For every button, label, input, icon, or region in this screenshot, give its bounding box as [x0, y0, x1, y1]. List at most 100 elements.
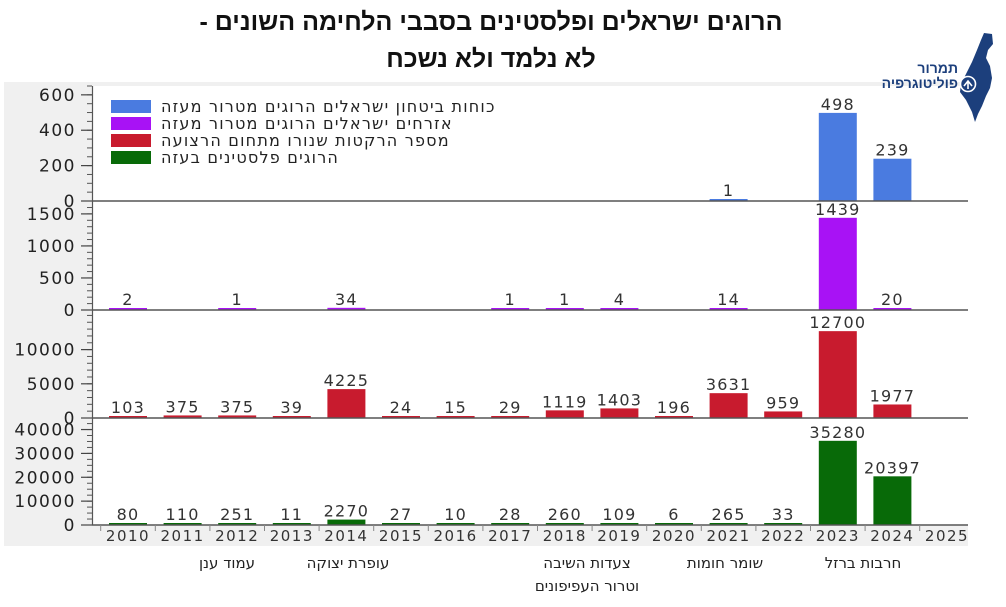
bar-palestinian-deaths-2011 — [163, 523, 202, 525]
bar-rockets-2021 — [709, 393, 748, 418]
y-tick-label-israeli-civilians: 1000 — [27, 237, 76, 257]
operation-label-text: עמוד ענן — [198, 554, 256, 572]
data-label-israeli-civilians-2018: 1 — [559, 290, 570, 309]
bar-rockets-2024 — [873, 404, 912, 418]
x-tick-label-2016: 2016 — [434, 527, 478, 545]
data-label-rockets-2019: 1403 — [597, 390, 643, 409]
y-tick-label-rockets: 10000 — [14, 341, 76, 361]
operation-label-text: עופרת יצוקה — [306, 554, 390, 572]
legend: כוחות ביטחון ישראלים הרוגים מטרור מעזה א… — [111, 98, 496, 166]
road-sign-arrow-icon — [963, 79, 973, 89]
bar-palestinian-deaths-2023 — [818, 440, 857, 525]
data-label-rockets-2023: 12700 — [809, 313, 866, 332]
x-tick-label-2024: 2024 — [870, 527, 914, 545]
operation-label-text: שומר חומות — [686, 554, 764, 572]
y-tick-label-palestinian-deaths: 0 — [64, 516, 76, 536]
bar-israeli-civilians-2018 — [545, 308, 584, 310]
x-tick-label-2019: 2019 — [597, 527, 641, 545]
data-label-palestinian-deaths-2011: 110 — [166, 505, 200, 524]
data-label-israeli-civilians-2017: 1 — [505, 290, 516, 309]
data-label-rockets-2010: 103 — [111, 398, 145, 417]
legend-swatch-palestinian-deaths — [111, 151, 151, 164]
operation-label-text: צעדות השיבה — [543, 554, 631, 572]
data-label-rockets-2011: 375 — [166, 397, 200, 416]
bar-rockets-2011 — [163, 415, 202, 418]
data-label-israeli-civilians-2012: 1 — [232, 290, 243, 309]
data-label-palestinian-deaths-2012: 251 — [220, 505, 254, 524]
y-tick-label-palestinian-deaths: 30000 — [14, 444, 76, 464]
operation-label-text: וטרור העפיפונים — [534, 577, 640, 595]
bar-palestinian-deaths-2010 — [109, 523, 147, 525]
israel-map-icon — [959, 33, 993, 122]
data-label-rockets-2017: 29 — [499, 398, 522, 417]
data-label-israeli-civilians-2010: 2 — [122, 290, 133, 309]
bar-palestinian-deaths-2021 — [709, 523, 748, 525]
x-tick-label-2022: 2022 — [761, 527, 805, 545]
data-label-rockets-2012: 375 — [220, 397, 254, 416]
x-tick-label-2010: 2010 — [106, 527, 150, 545]
x-tick-label-2012: 2012 — [215, 527, 259, 545]
legend-item-palestinian-deaths: הרוגים פלסטינים בעזה — [111, 149, 496, 166]
bar-security-forces-2024 — [873, 158, 912, 201]
bar-rockets-2018 — [545, 410, 584, 418]
data-label-palestinian-deaths-2015: 27 — [390, 505, 413, 524]
legend-item-israeli-civilians: אזרחים ישראלים הרוגים מטרור מעזה — [111, 115, 496, 132]
bar-rockets-2013 — [272, 416, 311, 418]
data-label-security-forces-2023: 498 — [821, 95, 855, 114]
title-line-1: הרוגים ישראלים ופלסטינים בסבבי הלחימה הש… — [199, 8, 783, 36]
operation-label: שומר חומות — [687, 552, 763, 575]
x-tick-label-2011: 2011 — [161, 527, 205, 545]
data-label-palestinian-deaths-2024: 20397 — [864, 458, 921, 477]
operation-label-text: חרבות ברזל — [824, 554, 902, 572]
y-tick-label-security-forces: 200 — [39, 157, 76, 177]
legend-swatch-israeli-civilians — [111, 117, 151, 130]
title-line-2: לא נלמד ולא נשכח — [386, 45, 596, 73]
bar-palestinian-deaths-2020 — [655, 523, 693, 525]
bar-israeli-civilians-2019 — [600, 308, 639, 310]
data-label-palestinian-deaths-2018: 260 — [548, 505, 582, 524]
y-tick-label-israeli-civilians: 500 — [39, 269, 76, 289]
bar-rockets-2012 — [218, 415, 257, 418]
data-label-israeli-civilians-2021: 14 — [717, 290, 740, 309]
y-tick-label-security-forces: 400 — [39, 121, 76, 141]
x-tick-label-2015: 2015 — [379, 527, 423, 545]
data-label-rockets-2021: 3631 — [706, 375, 752, 394]
bar-israeli-civilians-2024 — [873, 308, 912, 310]
y-tick-label-rockets: 0 — [64, 409, 76, 429]
data-label-rockets-2020: 196 — [657, 398, 691, 417]
data-label-security-forces-2021: 1 — [723, 181, 734, 200]
legend-label-palestinian-deaths: הרוגים פלסטינים בעזה — [161, 148, 340, 167]
bar-rockets-2016 — [436, 416, 475, 418]
bar-rockets-2010 — [109, 416, 147, 418]
bar-palestinian-deaths-2022 — [764, 523, 803, 525]
legend-swatch-security-forces — [111, 100, 151, 113]
bar-palestinian-deaths-2012 — [218, 523, 257, 525]
data-label-palestinian-deaths-2010: 80 — [117, 505, 140, 524]
bar-palestinian-deaths-2019 — [600, 523, 639, 525]
y-tick-label-israeli-civilians: 1500 — [27, 205, 76, 225]
legend-item-rockets: מספר הרקטות שנורו מתחום הרצועה — [111, 132, 496, 149]
data-label-rockets-2013: 39 — [280, 398, 303, 417]
x-tick-label-2018: 2018 — [543, 527, 587, 545]
data-label-security-forces-2024: 239 — [875, 141, 909, 160]
bar-rockets-2017 — [491, 416, 530, 418]
x-tick-label-2023: 2023 — [816, 527, 860, 545]
bar-security-forces-2021 — [709, 199, 748, 201]
x-tick-label-2014: 2014 — [324, 527, 368, 545]
data-label-palestinian-deaths-2013: 11 — [280, 505, 303, 524]
y-tick-label-israeli-civilians: 0 — [64, 301, 76, 321]
data-label-israeli-civilians-2014: 34 — [335, 290, 358, 309]
bar-israeli-civilians-2023 — [818, 217, 857, 310]
bar-israeli-civilians-2012 — [218, 308, 257, 310]
operation-label: עמוד ענן — [199, 552, 255, 575]
data-label-palestinian-deaths-2016: 10 — [444, 505, 467, 524]
x-tick-label-2020: 2020 — [652, 527, 696, 545]
bar-rockets-2015 — [382, 416, 420, 418]
y-tick-label-palestinian-deaths: 40000 — [14, 421, 76, 441]
bar-palestinian-deaths-2017 — [491, 523, 530, 525]
logo-line-1: תמרור — [917, 60, 958, 76]
data-label-palestinian-deaths-2017: 28 — [499, 505, 522, 524]
bar-israeli-civilians-2017 — [491, 308, 530, 310]
data-label-palestinian-deaths-2023: 35280 — [809, 423, 866, 442]
